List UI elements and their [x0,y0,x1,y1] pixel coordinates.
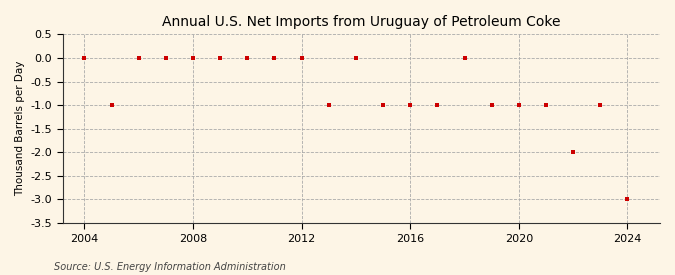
Y-axis label: Thousand Barrels per Day: Thousand Barrels per Day [15,61,25,196]
Text: Source: U.S. Energy Information Administration: Source: U.S. Energy Information Administ… [54,262,286,272]
Title: Annual U.S. Net Imports from Uruguay of Petroleum Coke: Annual U.S. Net Imports from Uruguay of … [162,15,561,29]
